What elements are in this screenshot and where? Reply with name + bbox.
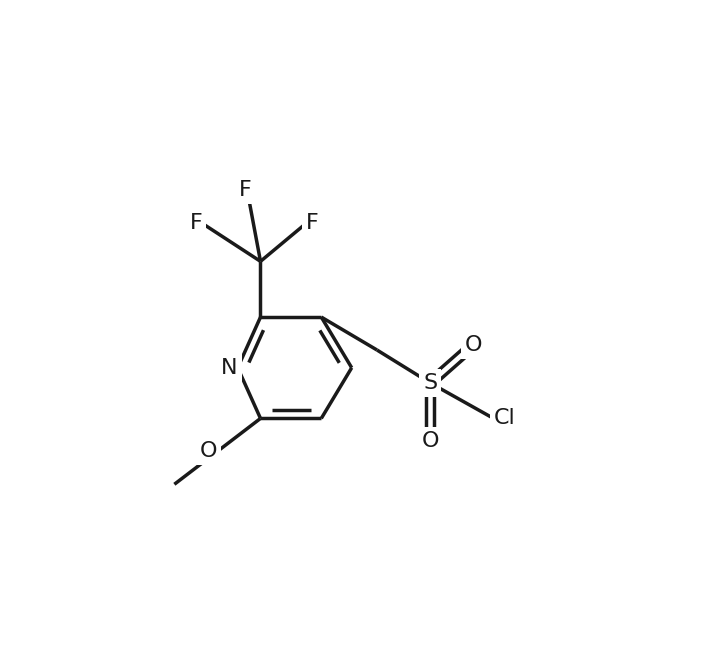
Text: Cl: Cl: [493, 409, 515, 428]
Text: O: O: [200, 442, 217, 461]
Text: O: O: [421, 431, 439, 451]
Text: S: S: [423, 373, 437, 393]
Text: O: O: [465, 335, 482, 355]
Text: F: F: [189, 213, 202, 234]
Text: N: N: [221, 358, 238, 378]
Text: F: F: [239, 180, 251, 200]
Text: F: F: [306, 213, 319, 234]
